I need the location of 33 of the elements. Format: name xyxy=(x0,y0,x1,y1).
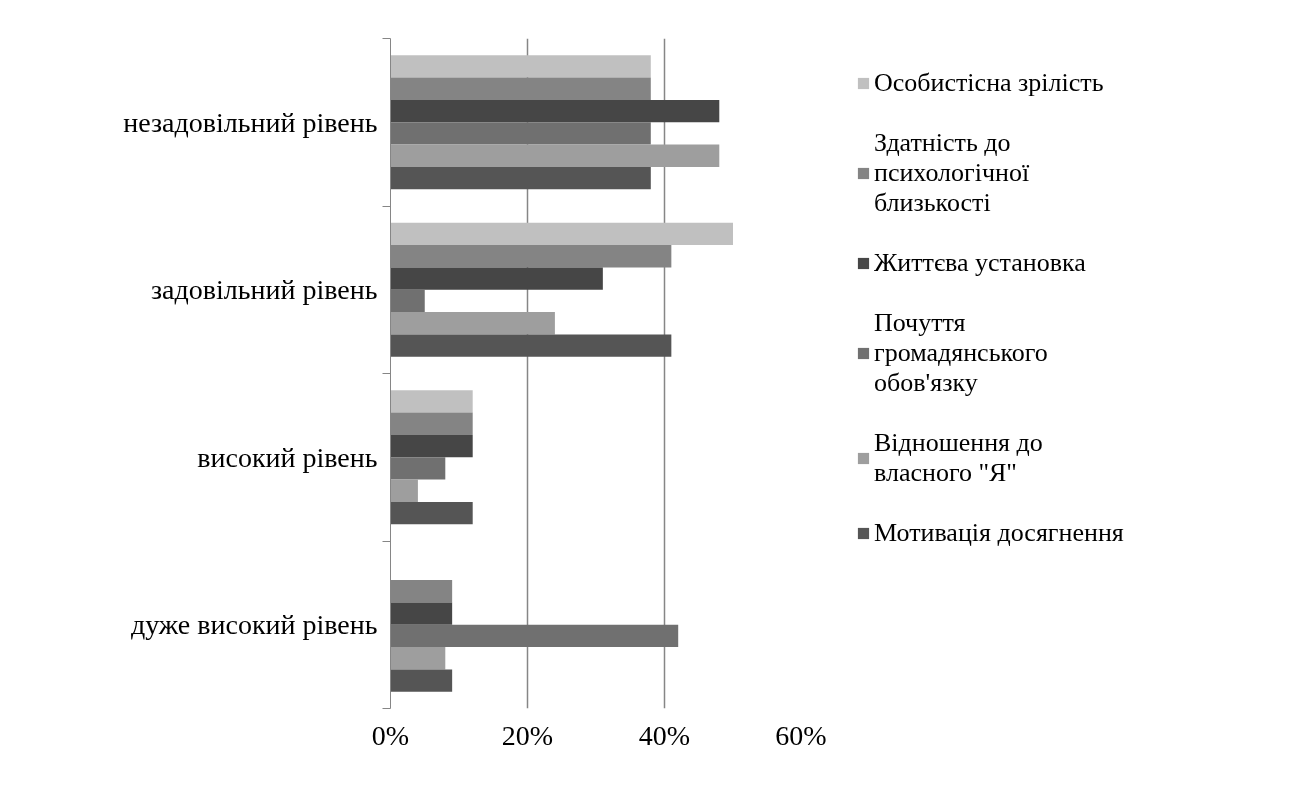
bar xyxy=(390,122,651,145)
bar xyxy=(390,669,453,692)
legend-label: Почуття громадянського обов'язку xyxy=(874,308,1048,398)
legend-label: Мотивація досягнення xyxy=(874,518,1124,548)
bar xyxy=(390,289,425,313)
x-tick-label: 40% xyxy=(638,719,691,751)
bar xyxy=(390,334,672,357)
bar xyxy=(390,55,651,78)
bar xyxy=(390,99,720,123)
x-tick-label: 20% xyxy=(501,719,554,751)
bar xyxy=(390,267,603,290)
y-tick-label: незадовільний рівень xyxy=(123,106,378,138)
bar xyxy=(390,624,679,648)
legend-label: Відношення до власного "Я" xyxy=(874,428,1043,488)
bar xyxy=(390,434,473,458)
y-tick-label: задовільний рівень xyxy=(151,274,378,306)
bar xyxy=(390,144,720,167)
bar xyxy=(390,390,473,413)
bar xyxy=(390,166,651,190)
y-tick-label: дуже високий рівень xyxy=(131,609,378,641)
bar xyxy=(390,647,446,670)
bar xyxy=(390,222,733,246)
bar xyxy=(390,602,453,625)
bar xyxy=(390,312,555,335)
y-tick-label: високий рівень xyxy=(197,441,378,473)
bar xyxy=(390,501,473,525)
x-tick-label: 0% xyxy=(371,719,410,751)
legend-label: Життєва установка xyxy=(874,248,1086,278)
legend-label: Особистісна зрілість xyxy=(874,68,1104,98)
x-tick-label: 60% xyxy=(775,719,827,751)
bar xyxy=(390,479,418,502)
bar xyxy=(390,457,446,480)
legend-label: Здатність до психологічної близькості xyxy=(874,128,1030,218)
